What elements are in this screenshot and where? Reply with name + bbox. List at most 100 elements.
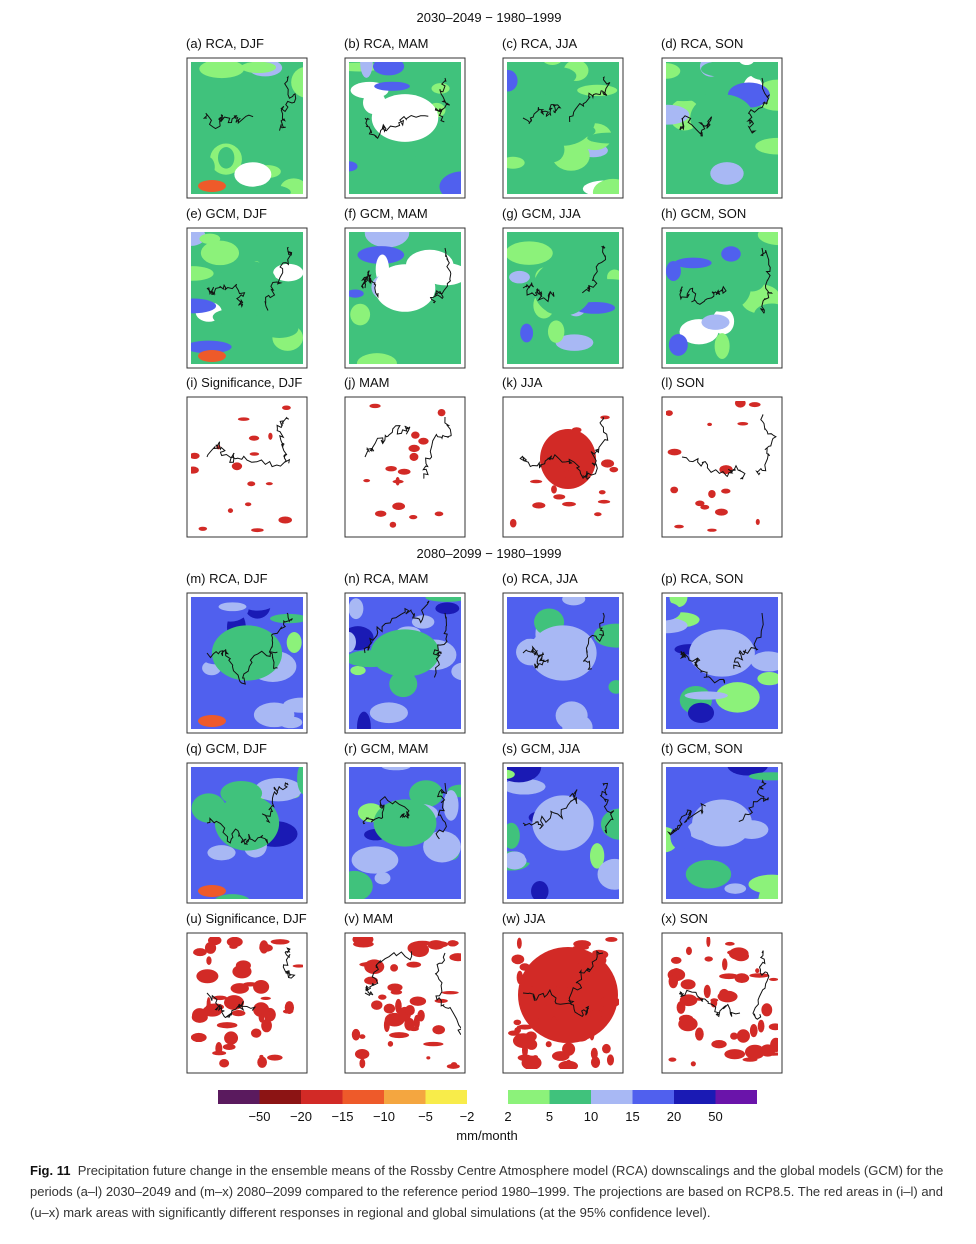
coastline [679,989,741,1018]
map-region [222,1043,236,1050]
map-region [434,511,444,517]
map-region [207,845,236,861]
map-region [571,427,582,433]
map-region [247,481,256,487]
map-region [754,303,778,326]
map-region [369,702,408,724]
map-region [529,986,535,995]
coastline [435,782,448,840]
map [349,232,461,364]
map-region [237,767,259,776]
map-region [715,682,760,713]
map-region [553,494,566,500]
map-region [297,767,303,795]
colorbar-tick-label: 2 [504,1109,511,1124]
map-region [374,264,436,312]
map-region [397,468,411,475]
coastline [752,950,770,1020]
map-region [707,422,713,427]
map-region [199,62,245,79]
map-region [555,334,594,351]
map-region [710,162,744,185]
map-region [514,1027,522,1034]
colorbar-swatch [674,1090,716,1104]
colorbar-tick-label: −5 [418,1109,433,1124]
map-region [410,186,449,194]
coastline [360,270,379,299]
panel-label: (o) RCA, JJA [502,571,578,586]
map-region [193,951,206,955]
map-region [666,410,673,417]
panel-label: (h) GCM, SON [661,206,746,221]
colorbar-swatch [259,1090,301,1104]
map-region [349,870,373,899]
map-region [389,1032,410,1039]
map-region [562,501,576,507]
coastline [746,77,770,134]
map-region [213,90,281,146]
map [191,767,303,899]
colorbar-swatch [218,1090,260,1104]
map-region [714,333,730,359]
map-region [409,780,443,808]
map-region [411,232,446,240]
panel-label: (k) JJA [502,375,543,390]
coastline [276,416,291,464]
map-region [553,989,567,994]
panel-label: (b) RCA, MAM [344,36,429,51]
map-region [693,264,751,312]
map-region [191,1032,207,1043]
map [666,597,778,729]
map-region [551,1051,570,1061]
map-region [606,1054,615,1066]
map-region [760,1044,776,1057]
map-region [359,961,381,968]
map-region [360,62,373,78]
panel-label: (c) RCA, JJA [502,36,577,51]
map-region [586,279,619,291]
map-region [532,502,546,509]
map-region [600,415,610,420]
map-region [350,303,371,326]
map-region [374,871,391,885]
coastline [364,425,411,458]
map-region [593,704,611,729]
map-region [350,665,366,676]
map-region [707,528,717,532]
panel-frame [344,396,466,538]
map-region [521,1055,542,1069]
map-region [666,87,706,102]
map-region [674,257,712,269]
map-region [668,1057,677,1062]
colorbar-tick-label: −15 [331,1109,353,1124]
map-region [507,241,553,265]
map-region [520,323,534,343]
map-region [282,1009,294,1014]
map-region [725,941,735,946]
map-region [509,270,530,284]
map-region [739,62,754,66]
map-region [597,858,619,890]
map [509,415,619,528]
map-region [259,944,273,952]
map-region [670,823,692,850]
map [191,62,303,194]
coastline [264,246,293,311]
map-region [755,137,778,155]
map-region [198,180,226,192]
map-region [667,448,682,456]
map [349,62,461,194]
map-region [703,984,711,999]
map-region [668,333,688,356]
map-region [372,62,405,76]
map-region [237,417,250,421]
map-region [351,846,399,874]
map-region [191,452,200,460]
colorbar-swatch [425,1090,467,1104]
map-region [507,156,525,169]
panel-label: (j) MAM [344,375,390,390]
map-region [212,1050,227,1056]
colorbar-swatch [342,1090,384,1104]
map-region [513,1019,522,1026]
map-region [540,429,596,489]
